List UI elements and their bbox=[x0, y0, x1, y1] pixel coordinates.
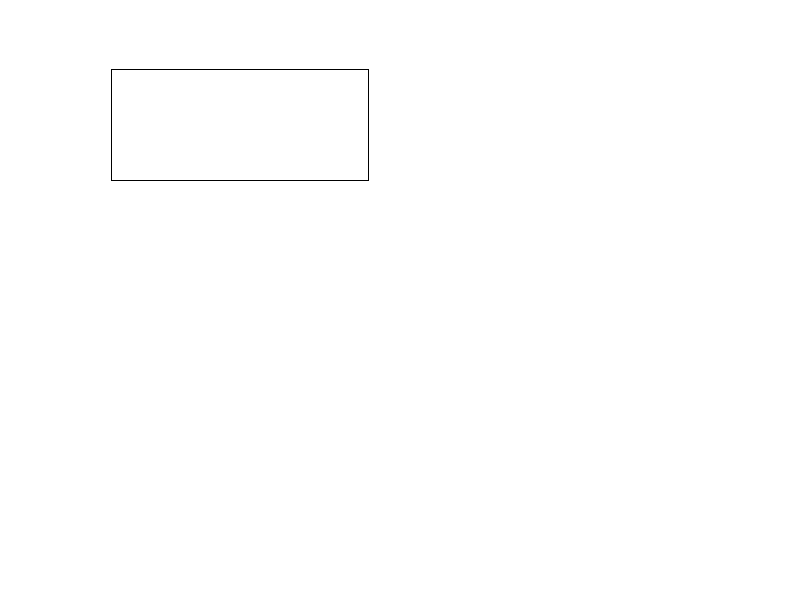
footer-info bbox=[100, 557, 111, 600]
legend bbox=[111, 69, 369, 181]
